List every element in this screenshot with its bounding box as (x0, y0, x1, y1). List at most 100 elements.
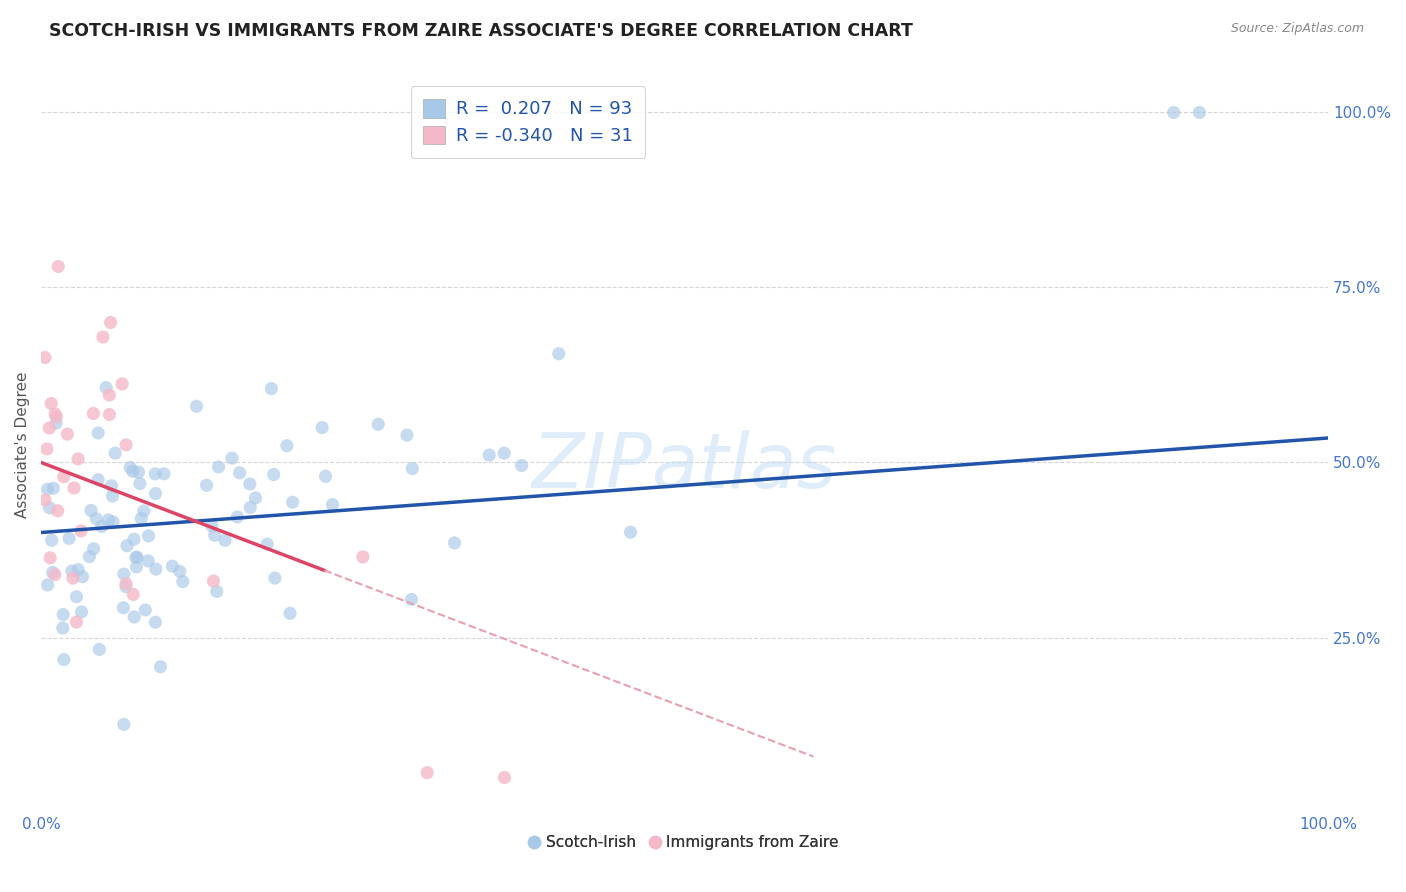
Point (204, 528, 226, 542)
Point (45, 416, 67, 430)
Point (52, 652, 75, 666)
Point (352, 549, 374, 564)
Point (478, 448, 501, 462)
Point (44, 407, 66, 421)
Point (145, 562, 167, 576)
Point (416, 765, 439, 780)
Point (128, 465, 150, 479)
Point (205, 584, 228, 599)
Point (131, 511, 153, 525)
Point (52, 607, 75, 622)
Point (145, 615, 167, 630)
Point (100, 479, 122, 493)
Point (122, 464, 145, 478)
Point (67, 451, 90, 466)
Point (122, 532, 145, 546)
Point (111, 376, 134, 391)
Point (46, 504, 69, 518)
Point (87, 425, 110, 440)
Point (145, 486, 167, 500)
Point (115, 539, 138, 553)
Point (34, 351, 56, 365)
Point (494, 446, 516, 460)
Point (115, 580, 138, 594)
Point (115, 576, 138, 591)
Point (186, 400, 208, 414)
Point (256, 537, 278, 551)
Point (245, 491, 267, 505)
Point (143, 467, 166, 481)
Point (37, 578, 59, 592)
Point (122, 587, 145, 601)
Point (134, 603, 156, 617)
Y-axis label: Associate's Degree: Associate's Degree (15, 372, 30, 518)
Point (91, 330, 114, 344)
Point (619, 525, 641, 540)
Point (42, 481, 65, 495)
Point (136, 554, 159, 568)
Point (112, 567, 135, 582)
Point (153, 467, 176, 481)
Point (112, 717, 135, 731)
Point (547, 347, 569, 361)
Point (98, 388, 121, 402)
Point (315, 469, 337, 483)
Point (46, 260, 69, 274)
Point (67, 563, 90, 577)
Point (65, 615, 87, 629)
Point (311, 420, 333, 434)
Point (260, 382, 283, 396)
Text: SCOTCH-IRISH VS IMMIGRANTS FROM ZAIRE ASSOCIATE'S DEGREE CORRELATION CHART: SCOTCH-IRISH VS IMMIGRANTS FROM ZAIRE AS… (49, 22, 912, 40)
Point (115, 438, 138, 452)
Point (52, 621, 75, 635)
Point (321, 498, 343, 512)
Point (72, 569, 94, 583)
Point (39, 550, 62, 565)
Point (62, 571, 84, 585)
Point (120, 460, 142, 475)
Legend: Scotch-Irish, Immigrants from Zaire: Scotch-Irish, Immigrants from Zaire (524, 830, 845, 856)
Point (149, 659, 172, 673)
Point (202, 574, 225, 588)
Point (128, 476, 150, 491)
Point (122, 610, 145, 624)
Point (35, 442, 58, 456)
Point (39, 396, 62, 410)
Point (395, 428, 418, 442)
Point (79, 549, 101, 564)
Point (87, 473, 110, 487)
Point (41, 533, 63, 548)
Point (195, 478, 218, 492)
Point (127, 550, 149, 565)
Point (276, 439, 298, 453)
Point (169, 565, 191, 579)
Point (45, 409, 67, 424)
Point (82, 407, 104, 421)
Point (263, 467, 285, 482)
Point (58, 532, 80, 546)
Point (221, 451, 243, 466)
Point (239, 500, 262, 515)
Point (101, 489, 124, 503)
Point (226, 510, 249, 524)
Point (138, 529, 160, 543)
Point (264, 571, 287, 585)
Point (80, 503, 103, 517)
Point (201, 518, 224, 533)
Point (112, 600, 135, 615)
Point (83, 541, 105, 556)
Point (207, 459, 229, 474)
Point (1163, 105, 1185, 120)
Point (100, 316, 122, 330)
Point (63, 481, 86, 495)
Point (443, 536, 465, 550)
Point (162, 559, 184, 574)
Point (56, 427, 79, 442)
Point (60, 564, 83, 578)
Text: Source: ZipAtlas.com: Source: ZipAtlas.com (1230, 22, 1364, 36)
Point (97, 513, 120, 527)
Point (89, 642, 111, 657)
Point (214, 533, 236, 548)
Point (494, 771, 516, 785)
Point (44, 567, 66, 582)
